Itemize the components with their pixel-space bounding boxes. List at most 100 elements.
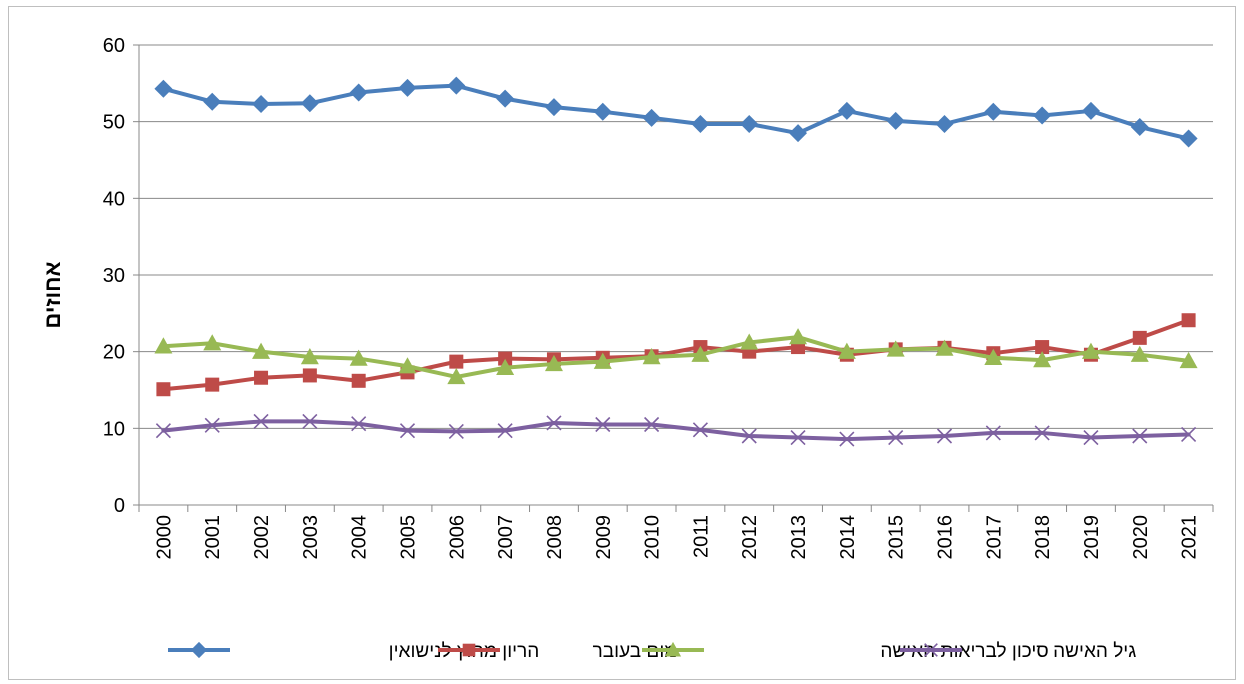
data-point-3-8 (546, 415, 562, 431)
legend-item-3: גיל האישה (900, 641, 1136, 662)
series-group (154, 76, 1198, 447)
y-tick-label: 50 (103, 112, 125, 134)
x-tick-label: 2000 (153, 515, 175, 560)
data-point-3-3 (302, 413, 318, 429)
data-point-0-8 (544, 98, 563, 117)
y-tick-label: 20 (103, 342, 125, 364)
data-point-0-21 (1179, 129, 1198, 148)
data-point-0-7 (496, 89, 515, 108)
data-point-0-20 (1130, 118, 1149, 137)
data-point-2-13 (789, 328, 808, 345)
data-point-0-15 (886, 111, 905, 130)
series-2 (154, 328, 1198, 385)
data-point-3-12 (741, 428, 757, 444)
y-tick-label: 0 (114, 495, 125, 517)
x-tick-label: 2002 (251, 515, 273, 560)
data-point-0-5 (398, 78, 417, 97)
data-point-2-4 (349, 349, 368, 366)
legend-marker-3 (924, 643, 938, 657)
data-point-2-20 (1130, 345, 1149, 362)
data-point-3-6 (448, 423, 464, 439)
data-point-2-14 (837, 342, 856, 359)
legend-marker-1 (462, 643, 476, 657)
data-point-2-1 (203, 334, 222, 351)
y-tick-label: 10 (103, 418, 125, 440)
data-point-2-3 (300, 348, 319, 365)
x-tick-label: 2014 (837, 515, 859, 560)
data-point-1-2 (254, 370, 269, 385)
data-point-3-17 (985, 425, 1001, 441)
x-tick-label: 2001 (202, 515, 224, 560)
legend-marker-0 (190, 641, 208, 659)
data-point-0-9 (593, 102, 612, 121)
x-tick-labels: 2000 2001 2002 2003 2004 2005 2006 2007 2008 2009… (153, 515, 1200, 560)
data-point-2-16 (935, 339, 954, 356)
data-point-1-3 (302, 368, 317, 383)
x-tick-label: 2004 (349, 515, 371, 560)
data-point-3-2 (253, 413, 269, 429)
data-point-1-4 (351, 373, 366, 388)
data-point-0-2 (252, 95, 271, 114)
legend-marker-2 (664, 641, 682, 657)
data-point-2-21 (1179, 351, 1198, 369)
y-axis-label: אחוזים (40, 261, 65, 328)
x-tick-label: 2015 (886, 515, 908, 560)
data-point-0-19 (1081, 101, 1100, 120)
x-tick-label: 2018 (1032, 515, 1054, 560)
data-point-2-9 (593, 352, 612, 369)
legend-label-3: גיל האישה (1053, 641, 1136, 662)
x-tick-label: 2019 (1081, 515, 1103, 560)
data-point-3-16 (936, 428, 953, 444)
series-3 (155, 413, 1197, 447)
data-point-3-18 (1034, 425, 1050, 441)
data-point-2-11 (691, 345, 710, 362)
data-point-2-8 (544, 354, 563, 372)
data-point-0-13 (789, 124, 808, 143)
data-point-0-0 (154, 79, 173, 98)
x-tick-label: 2008 (544, 515, 566, 560)
data-point-3-21 (1181, 426, 1197, 443)
y-tick-label: 30 (103, 265, 125, 287)
data-point-3-1 (204, 417, 220, 433)
axes (133, 44, 1214, 512)
data-point-3-15 (888, 429, 904, 446)
data-point-3-5 (399, 423, 416, 439)
x-tick-label: 2016 (935, 515, 957, 560)
data-point-2-12 (740, 333, 759, 350)
data-point-2-18 (1033, 351, 1052, 368)
data-point-0-16 (935, 114, 954, 133)
series-line-2 (161, 335, 1191, 379)
data-point-1-6 (449, 354, 464, 369)
data-point-2-19 (1081, 342, 1100, 359)
legend-label-2: סיכון לבריאות האישה (880, 641, 1048, 662)
data-point-0-17 (984, 102, 1003, 121)
x-tick-label: 2021 (1179, 515, 1201, 560)
data-point-1-21 (1181, 313, 1196, 328)
data-point-2-6 (447, 367, 466, 385)
data-point-0-4 (349, 83, 368, 102)
x-tick-label: 2013 (788, 515, 810, 560)
data-point-0-14 (837, 101, 856, 120)
x-tick-label: 2005 (398, 515, 420, 560)
data-point-2-15 (886, 340, 905, 357)
x-tick-label: 2010 (642, 515, 664, 560)
series-line-1 (161, 318, 1191, 392)
data-point-3-10 (644, 416, 660, 433)
y-tick-label: 40 (103, 188, 125, 210)
x-tick-label: 2017 (983, 515, 1005, 560)
data-point-1-20 (1132, 330, 1147, 345)
series-line-0 (161, 83, 1191, 141)
data-point-1-0 (156, 382, 171, 397)
data-point-3-7 (497, 423, 513, 439)
data-point-2-10 (642, 348, 661, 365)
x-tick-label: 2020 (1130, 515, 1152, 560)
data-point-0-11 (691, 114, 710, 133)
data-point-3-13 (790, 429, 806, 446)
data-point-0-6 (447, 76, 466, 95)
y-tick-label: 60 (103, 35, 125, 57)
data-point-3-20 (1132, 428, 1148, 444)
data-point-3-14 (839, 431, 855, 447)
data-point-2-0 (154, 337, 173, 354)
